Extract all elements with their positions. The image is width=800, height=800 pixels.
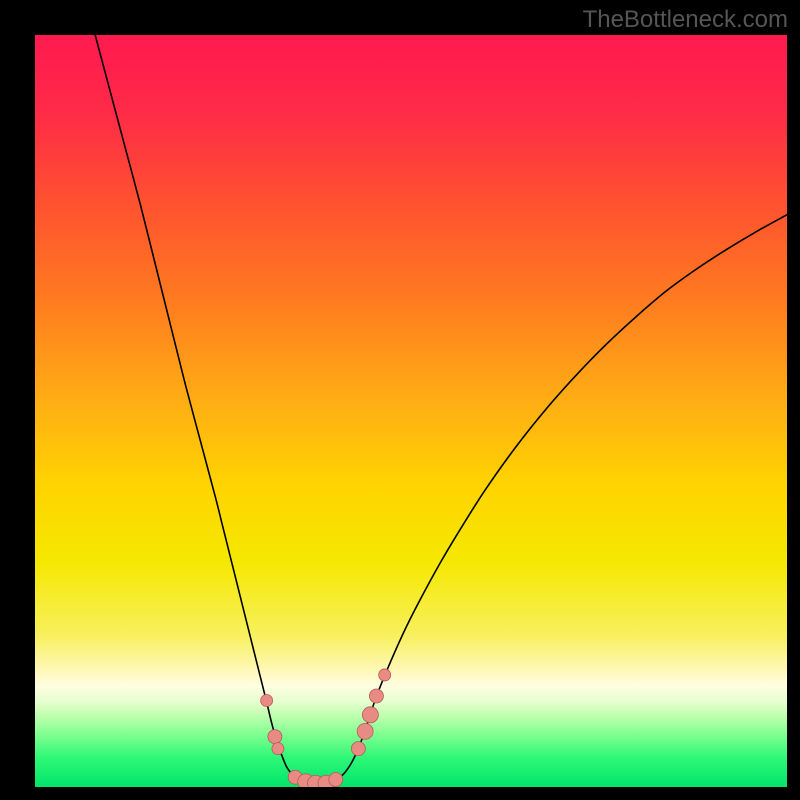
watermark-text: TheBottleneck.com xyxy=(583,6,788,34)
data-marker xyxy=(268,730,282,744)
plot-area xyxy=(35,35,787,787)
gradient-background xyxy=(35,35,787,787)
data-marker xyxy=(272,743,284,755)
data-marker xyxy=(357,723,373,739)
data-marker xyxy=(362,707,378,723)
data-marker xyxy=(351,742,365,756)
data-marker xyxy=(261,695,273,707)
data-marker xyxy=(329,772,343,786)
data-marker xyxy=(369,689,383,703)
plot-svg xyxy=(35,35,787,787)
data-marker xyxy=(379,669,391,681)
